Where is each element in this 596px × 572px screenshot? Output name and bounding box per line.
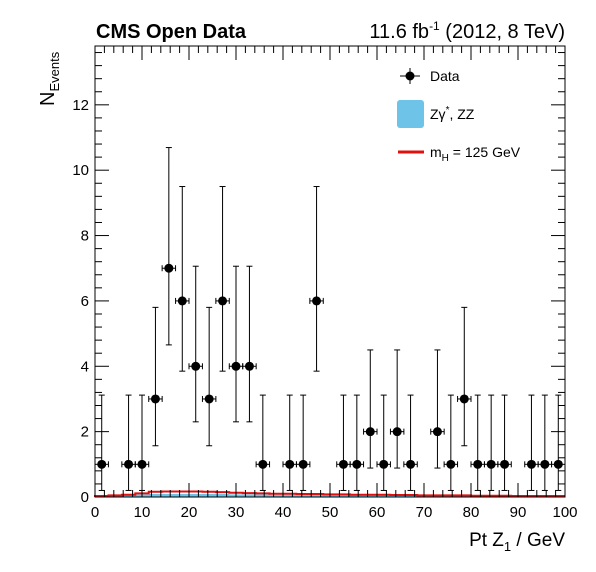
data-point bbox=[526, 459, 536, 469]
data-point bbox=[97, 459, 107, 469]
x-tick-label: 10 bbox=[134, 504, 151, 521]
y-tick-label: 6 bbox=[81, 293, 89, 310]
plot-frame bbox=[94, 45, 566, 498]
x-axis-label: Pt Z1 / GeV bbox=[469, 530, 565, 554]
lumi-tail: (2012, 8 TeV) bbox=[440, 21, 565, 43]
data-point bbox=[204, 394, 214, 404]
y-axis-label-main: N bbox=[37, 92, 59, 106]
legend-entry-background: Zγ*, ZZ bbox=[397, 100, 475, 128]
data-point bbox=[177, 296, 187, 306]
x-tick-label: 80 bbox=[463, 504, 480, 521]
signal-histogram-line bbox=[94, 490, 565, 498]
legend-signal-sub: H bbox=[442, 153, 449, 164]
data-point bbox=[150, 394, 160, 404]
lumi-value: 11.6 fb bbox=[369, 21, 429, 43]
lumi-label: 11.6 fb-1 (2012, 8 TeV) bbox=[369, 19, 565, 43]
data-point bbox=[298, 459, 308, 469]
legend-background-swatch bbox=[397, 100, 424, 128]
data-point bbox=[231, 361, 241, 371]
x-axis-label-unit: / GeV bbox=[511, 530, 565, 551]
x-tick-label: 90 bbox=[510, 504, 527, 521]
data-point bbox=[365, 427, 375, 437]
data-point bbox=[553, 459, 563, 469]
x-tick-label: 60 bbox=[369, 504, 386, 521]
legend-background-label: Zγ*, ZZ bbox=[430, 105, 475, 122]
y-tick-label: 0 bbox=[81, 489, 89, 506]
y-axis-label: NEvents bbox=[37, 51, 62, 106]
data-point bbox=[164, 263, 174, 273]
legend-background-prefix: Zγ bbox=[430, 106, 446, 122]
x-tick-label: 30 bbox=[228, 504, 245, 521]
data-point bbox=[352, 459, 362, 469]
data-point bbox=[285, 459, 295, 469]
data-point bbox=[473, 459, 483, 469]
y-tick-label: 12 bbox=[72, 97, 89, 114]
data-point bbox=[500, 459, 510, 469]
data-point bbox=[540, 459, 550, 469]
data-point bbox=[244, 361, 254, 371]
data-point bbox=[446, 459, 456, 469]
y-axis-label-sub: Events bbox=[47, 51, 62, 91]
data-point bbox=[258, 459, 268, 469]
data-point bbox=[338, 459, 348, 469]
x-tick-label: 50 bbox=[322, 504, 339, 521]
legend-background-suffix: , ZZ bbox=[449, 106, 474, 122]
y-tick-label: 2 bbox=[81, 424, 89, 441]
y-tick-label: 10 bbox=[72, 162, 89, 179]
data-point bbox=[379, 459, 389, 469]
data-point bbox=[432, 427, 442, 437]
y-tick-label: 8 bbox=[81, 228, 89, 245]
x-tick-label: 70 bbox=[416, 504, 433, 521]
x-tick-label: 20 bbox=[181, 504, 198, 521]
legend-signal-suffix: = 125 GeV bbox=[449, 144, 521, 160]
x-axis-label-main: Pt Z bbox=[469, 530, 504, 551]
x-tick-label: 40 bbox=[275, 504, 292, 521]
x-tick-label: 0 bbox=[91, 504, 99, 521]
data-point bbox=[486, 459, 496, 469]
data-point bbox=[191, 361, 201, 371]
x-tick-label: 100 bbox=[552, 504, 577, 521]
y-tick-label: 4 bbox=[81, 358, 89, 375]
legend-background-sup: * bbox=[446, 105, 450, 116]
legend-entry-data: Data bbox=[400, 68, 460, 84]
legend-data-marker bbox=[405, 71, 415, 81]
legend-signal-label: mH = 125 GeV bbox=[430, 144, 521, 164]
data-point bbox=[137, 459, 147, 469]
data-point bbox=[406, 459, 416, 469]
legend-data-label: Data bbox=[430, 68, 460, 84]
data-point bbox=[218, 296, 228, 306]
data-point bbox=[459, 394, 469, 404]
lumi-exponent: -1 bbox=[429, 19, 440, 33]
x-axis-label-sub: 1 bbox=[504, 539, 511, 554]
legend-entry-signal: mH = 125 GeV bbox=[398, 144, 521, 164]
data-point bbox=[312, 296, 322, 306]
experiment-label: CMS Open Data bbox=[96, 21, 247, 43]
legend-signal-main: m bbox=[430, 144, 442, 160]
data-point bbox=[124, 459, 134, 469]
data-point bbox=[392, 427, 402, 437]
